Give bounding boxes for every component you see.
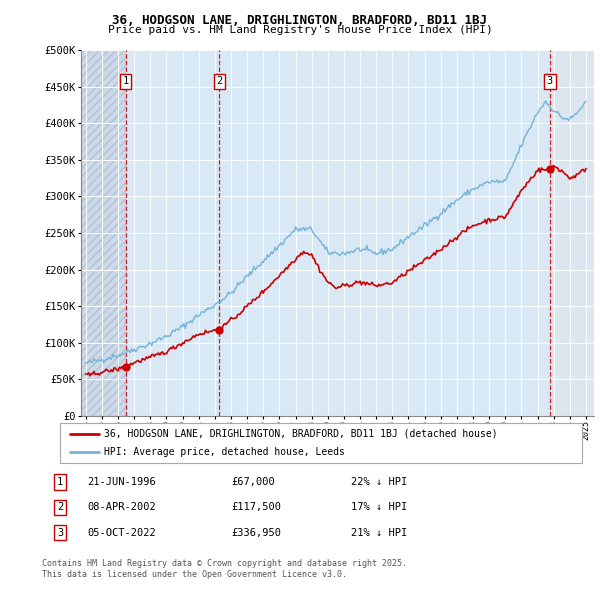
Bar [550,50,594,416]
Text: 2: 2 [216,76,223,86]
Text: £67,000: £67,000 [231,477,275,487]
Text: 17% ↓ HPI: 17% ↓ HPI [351,503,407,512]
Text: Price paid vs. HM Land Registry's House Price Index (HPI): Price paid vs. HM Land Registry's House … [107,25,493,35]
Text: HPI: Average price, detached house, Leeds: HPI: Average price, detached house, Leed… [104,447,345,457]
Text: 21% ↓ HPI: 21% ↓ HPI [351,528,407,537]
Text: 3: 3 [57,528,63,537]
Bar [125,50,219,416]
Text: 05-OCT-2022: 05-OCT-2022 [87,528,156,537]
Text: 36, HODGSON LANE, DRIGHLINGTON, BRADFORD, BD11 1BJ: 36, HODGSON LANE, DRIGHLINGTON, BRADFORD… [113,14,487,27]
Text: 1: 1 [122,76,129,86]
Text: 2: 2 [57,503,63,512]
Bar [219,50,550,416]
Text: £336,950: £336,950 [231,528,281,537]
Bar [81,50,125,416]
Text: 36, HODGSON LANE, DRIGHLINGTON, BRADFORD, BD11 1BJ (detached house): 36, HODGSON LANE, DRIGHLINGTON, BRADFORD… [104,429,498,439]
Text: £117,500: £117,500 [231,503,281,512]
Text: 22% ↓ HPI: 22% ↓ HPI [351,477,407,487]
Text: Contains HM Land Registry data © Crown copyright and database right 2025.
This d: Contains HM Land Registry data © Crown c… [42,559,407,579]
Text: 21-JUN-1996: 21-JUN-1996 [87,477,156,487]
Text: 3: 3 [547,76,553,86]
Text: 08-APR-2002: 08-APR-2002 [87,503,156,512]
Text: 1: 1 [57,477,63,487]
